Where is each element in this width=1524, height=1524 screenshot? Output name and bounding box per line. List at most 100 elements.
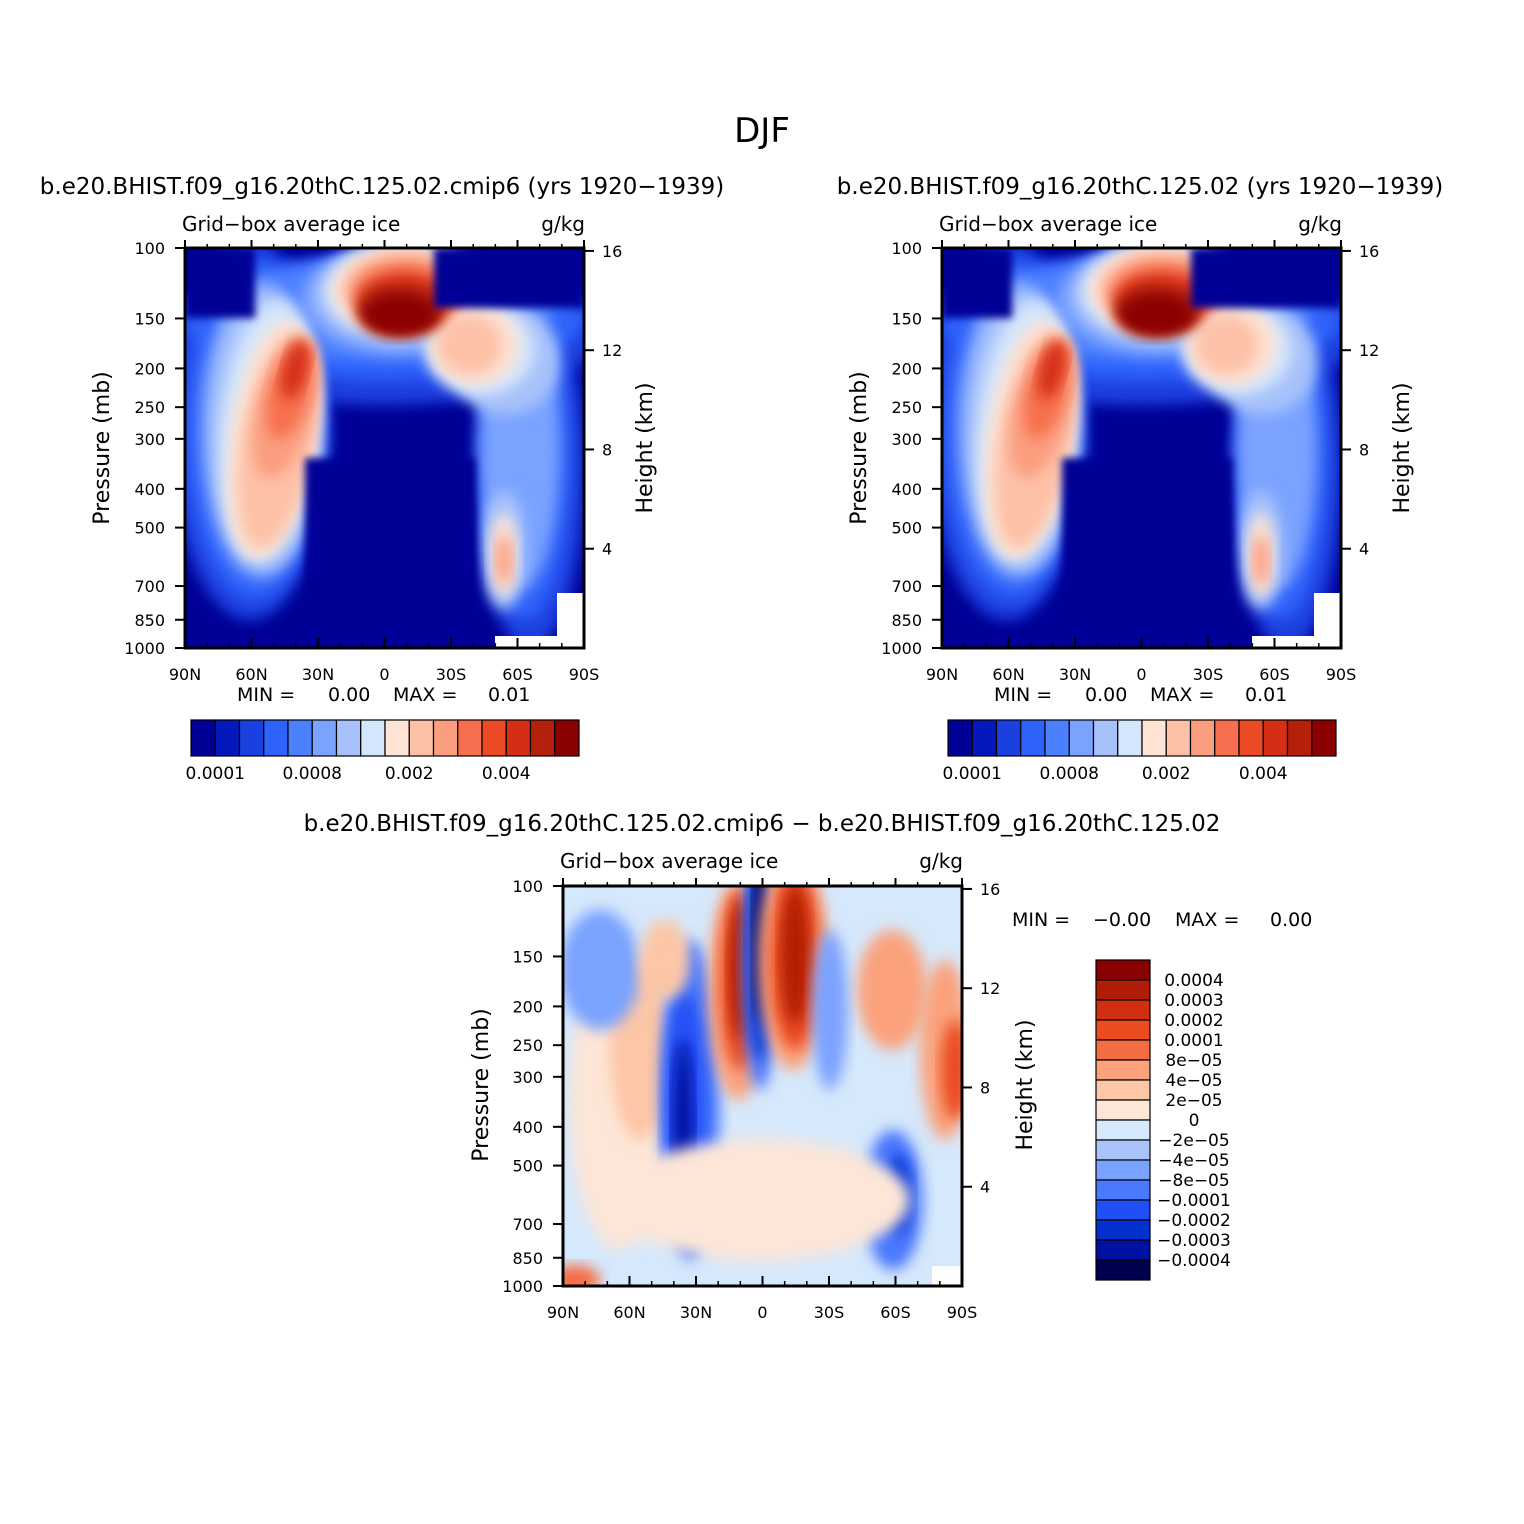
y-axis-right-label: Height (km) — [1390, 382, 1415, 513]
colorbar-label: 0.0008 — [283, 764, 342, 784]
x-tick-label: 60N — [613, 1303, 645, 1322]
y-tick-label: 100 — [512, 877, 543, 896]
variable-label: Grid−box average ice — [939, 212, 1157, 236]
colorbar-swatch — [311, 719, 338, 757]
field-core — [305, 458, 475, 648]
y-right-tick-label: 8 — [602, 440, 612, 459]
x-tick-label: 30N — [680, 1303, 712, 1322]
contour-region — [362, 293, 438, 337]
x-tick-label: 30N — [302, 665, 334, 684]
missing-data — [557, 593, 584, 648]
min-label: MIN = — [237, 684, 295, 706]
colorbar-swatch — [554, 719, 580, 757]
colorbar-label: 0.0004 — [1164, 971, 1223, 991]
colorbar-swatch — [1095, 1259, 1151, 1281]
colorbar-swatch — [1117, 719, 1143, 757]
panel-title: b.e20.BHIST.f09_g16.20thC.125.02.cmip6 (… — [40, 174, 724, 200]
y-tick-label: 850 — [134, 611, 165, 630]
colorbar-swatch — [529, 719, 556, 757]
colorbar: 0.0001 0.0008 0.002 0.004 — [186, 719, 580, 784]
colorbar-label: 0.002 — [385, 764, 434, 784]
y-right-tick-label: 4 — [1359, 540, 1369, 559]
x-tick-label: 90N — [169, 665, 201, 684]
y-tick-label: 1000 — [502, 1277, 543, 1296]
min-value: −0.00 — [1093, 909, 1151, 931]
max-label: MAX = — [393, 684, 457, 706]
x-tick-label: 0 — [757, 1303, 767, 1322]
colorbar-swatch — [1262, 719, 1289, 757]
colorbar-swatch — [505, 719, 532, 757]
y-tick-label: 400 — [512, 1118, 543, 1137]
figure-title: DJF — [734, 111, 790, 151]
colorbar-swatch — [335, 719, 362, 757]
colorbar-label: 2e−05 — [1165, 1091, 1222, 1111]
y-tick-label: 200 — [891, 359, 922, 378]
x-tick-label: 60N — [235, 665, 267, 684]
y-tick-label: 250 — [134, 398, 165, 417]
x-tick-label: 30N — [1059, 665, 1091, 684]
axes: 90N 60N 30N 0 30S 60S 90S 100 150 200 250 300 400 500… — [881, 239, 1379, 684]
y-right-tick-label: 4 — [980, 1178, 990, 1197]
y-tick-label: 200 — [512, 997, 543, 1016]
y-right-tick-label: 16 — [980, 880, 1000, 899]
colorbar-swatch — [384, 719, 410, 757]
colorbar-label: 4e−05 — [1165, 1071, 1222, 1091]
y-tick-label: 100 — [891, 239, 922, 258]
colorbar-swatch — [1092, 719, 1119, 757]
contour-region — [281, 340, 309, 400]
variable-label: Grid−box average ice — [560, 849, 778, 873]
colorbar-swatch — [1286, 719, 1313, 757]
colorbar-swatch — [457, 719, 483, 757]
contour-region — [1119, 293, 1195, 337]
missing-data — [932, 1266, 962, 1286]
contour-region — [812, 930, 848, 1090]
y-tick-label: 850 — [891, 611, 922, 630]
min-label: MIN = — [1012, 909, 1070, 931]
y-tick-label: 500 — [134, 519, 165, 538]
colorbar-swatch — [190, 719, 216, 757]
y-right-tick-label: 12 — [602, 341, 622, 360]
contour-region — [563, 910, 640, 1030]
colorbar-label: −8e−05 — [1158, 1171, 1229, 1191]
field-cap — [434, 248, 584, 308]
x-tick-label: 60S — [1259, 665, 1290, 684]
contour-region — [1195, 315, 1259, 375]
field-core — [1062, 458, 1232, 648]
x-tick-label: 90S — [947, 1303, 978, 1322]
min-label: MIN = — [994, 684, 1052, 706]
colorbar-swatch — [1095, 1119, 1151, 1141]
y-tick-label: 250 — [891, 398, 922, 417]
x-tick-label: 0 — [379, 665, 389, 684]
colorbar-label: −0.0002 — [1157, 1211, 1231, 1231]
colorbar-swatch — [1095, 1139, 1151, 1161]
y-tick-label: 700 — [134, 577, 165, 596]
y-tick-label: 700 — [512, 1215, 543, 1234]
max-value: 0.00 — [1270, 909, 1312, 931]
y-right-tick-label: 16 — [602, 242, 622, 261]
y-tick-label: 500 — [512, 1157, 543, 1176]
contour-region — [1253, 535, 1269, 585]
colorbar-label: −0.0003 — [1157, 1231, 1231, 1251]
colorbar-label: 0.0001 — [186, 764, 245, 784]
contour-region — [1038, 340, 1066, 400]
panel-top-left: b.e20.BHIST.f09_g16.20thC.125.02.cmip6 (… — [40, 174, 724, 784]
colorbar-swatch — [1095, 979, 1151, 1001]
colorbar-label: 0.004 — [482, 764, 531, 784]
colorbar-label: −4e−05 — [1158, 1151, 1229, 1171]
y-tick-label: 1000 — [124, 639, 165, 658]
colorbar-swatch — [238, 719, 265, 757]
missing-data — [1314, 593, 1341, 648]
y-tick-label: 300 — [891, 430, 922, 449]
panel-difference: b.e20.BHIST.f09_g16.20thC.125.02.cmip6 −… — [304, 811, 1313, 1322]
y-tick-label: 400 — [134, 480, 165, 499]
colorbar-label: −2e−05 — [1158, 1131, 1229, 1151]
colorbar-swatch — [360, 719, 386, 757]
y-tick-label: 200 — [134, 359, 165, 378]
y-tick-label: 100 — [134, 239, 165, 258]
colorbar-swatch — [1165, 719, 1192, 757]
max-label: MAX = — [1175, 909, 1239, 931]
contour-region — [781, 886, 809, 1025]
colorbar-label: 0.002 — [1142, 764, 1191, 784]
colorbar-swatch — [1020, 719, 1046, 757]
colorbar-swatch — [1095, 1179, 1151, 1201]
